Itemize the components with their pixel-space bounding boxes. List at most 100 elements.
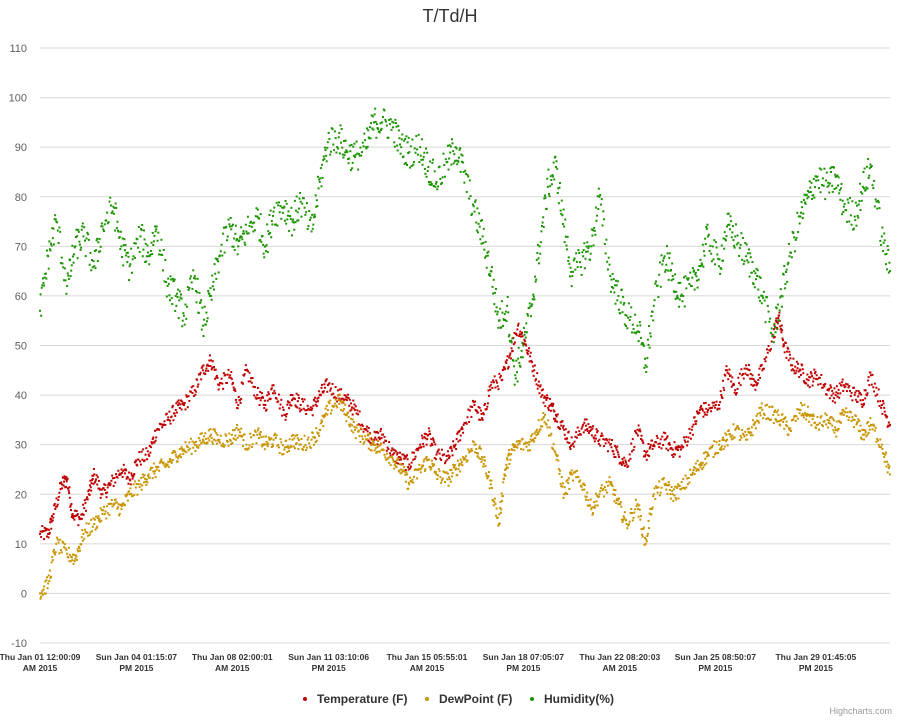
data-point xyxy=(539,385,542,388)
data-point xyxy=(694,462,697,465)
data-point xyxy=(625,463,628,466)
data-point xyxy=(301,202,304,205)
data-point xyxy=(123,472,126,475)
data-point xyxy=(789,427,792,430)
data-point xyxy=(434,458,437,461)
data-point xyxy=(83,537,86,540)
data-point xyxy=(527,314,530,317)
data-point xyxy=(176,296,179,299)
legend-label: DewPoint (F) xyxy=(439,692,512,706)
data-point xyxy=(559,469,562,472)
data-point xyxy=(643,543,646,546)
data-point xyxy=(492,504,495,507)
data-point xyxy=(815,179,818,182)
data-point xyxy=(831,184,834,187)
data-point xyxy=(572,442,575,445)
data-point xyxy=(590,508,593,511)
data-point xyxy=(478,445,481,448)
data-point xyxy=(616,280,619,283)
data-point xyxy=(634,429,637,432)
data-point xyxy=(225,381,228,384)
data-point xyxy=(190,281,193,284)
data-point xyxy=(404,137,407,140)
credits-text[interactable]: Highcharts.com xyxy=(829,706,892,716)
data-point xyxy=(235,426,238,429)
data-point xyxy=(293,437,296,440)
data-point xyxy=(542,216,545,219)
data-point xyxy=(704,413,707,416)
data-point xyxy=(295,209,298,212)
data-point xyxy=(508,449,511,452)
data-point xyxy=(199,371,202,374)
data-point xyxy=(807,413,810,416)
data-point xyxy=(603,218,606,221)
data-point xyxy=(596,214,599,217)
data-point xyxy=(815,426,818,429)
data-point xyxy=(515,332,518,335)
data-point xyxy=(779,288,782,291)
data-point xyxy=(840,413,843,416)
data-point xyxy=(594,434,597,437)
data-point xyxy=(672,453,675,456)
data-point xyxy=(717,257,720,260)
data-point xyxy=(267,442,270,445)
data-point xyxy=(104,483,107,486)
data-point xyxy=(391,120,394,123)
data-point xyxy=(87,490,90,493)
data-point xyxy=(760,402,763,405)
data-point xyxy=(619,301,622,304)
data-point xyxy=(194,393,197,396)
data-point xyxy=(771,334,774,337)
legend-item-temperature[interactable]: Temperature (F) xyxy=(303,692,407,706)
data-point xyxy=(564,437,567,440)
data-point xyxy=(409,465,412,468)
data-point xyxy=(863,389,866,392)
data-point xyxy=(84,531,87,534)
data-point xyxy=(342,156,345,159)
data-point xyxy=(290,206,293,209)
data-point xyxy=(873,429,876,432)
data-point xyxy=(425,175,428,178)
data-point xyxy=(375,450,378,453)
data-point xyxy=(383,109,386,112)
data-point xyxy=(423,151,426,154)
data-point xyxy=(95,249,98,252)
data-point xyxy=(265,440,268,443)
data-point xyxy=(619,312,622,315)
data-point xyxy=(535,278,538,281)
data-point xyxy=(465,422,468,425)
data-point xyxy=(881,412,884,415)
data-point xyxy=(622,515,625,518)
data-point xyxy=(499,511,502,514)
data-point xyxy=(682,436,685,439)
data-point xyxy=(61,262,64,265)
data-point xyxy=(336,146,339,149)
data-point xyxy=(831,190,834,193)
data-point xyxy=(406,473,409,476)
legend-item-dewpoint[interactable]: DewPoint (F) xyxy=(425,692,512,706)
data-point xyxy=(570,444,573,447)
data-point xyxy=(779,296,782,299)
data-point xyxy=(396,453,399,456)
data-point xyxy=(863,187,866,190)
data-point xyxy=(670,268,673,271)
data-point xyxy=(169,422,172,425)
data-point xyxy=(450,447,453,450)
data-point xyxy=(314,403,317,406)
data-point xyxy=(791,368,794,371)
data-point xyxy=(677,281,680,284)
data-point xyxy=(42,588,45,591)
data-point xyxy=(458,462,461,465)
data-point xyxy=(433,170,436,173)
data-point xyxy=(151,231,154,234)
data-point xyxy=(453,160,456,163)
data-point xyxy=(345,396,348,399)
legend-item-humidity[interactable]: Humidity(%) xyxy=(530,692,614,706)
data-point xyxy=(671,493,674,496)
data-point xyxy=(388,452,391,455)
data-point xyxy=(550,402,553,405)
data-point xyxy=(724,432,727,435)
data-point xyxy=(802,416,805,419)
data-point xyxy=(186,446,189,449)
data-point xyxy=(888,424,891,427)
